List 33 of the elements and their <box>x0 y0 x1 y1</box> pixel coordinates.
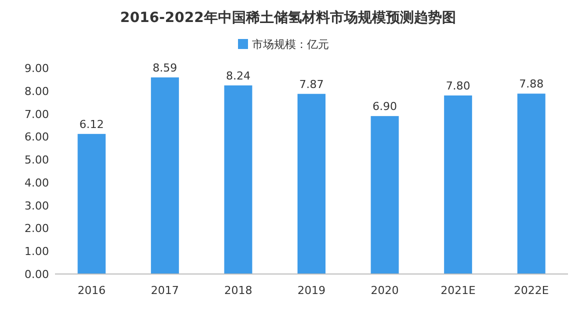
data-label: 7.80 <box>446 79 470 92</box>
y-tick-label: 1.00 <box>24 245 49 258</box>
y-tick-label: 6.00 <box>24 130 49 144</box>
x-tick-label: 2020 <box>370 284 399 297</box>
chart-title: 2016-2022年中国稀土储氢材料市场规模预测趋势图 <box>120 9 456 26</box>
y-tick-label: 5.00 <box>24 154 49 167</box>
data-label: 7.87 <box>299 78 324 91</box>
bar <box>78 134 106 274</box>
x-tick-label: 2022E <box>514 284 549 297</box>
bar <box>517 94 546 274</box>
x-tick-label: 2016 <box>78 284 106 297</box>
y-tick-label: 8.00 <box>24 84 49 98</box>
y-tick-label: 3.00 <box>24 199 49 212</box>
x-tick-label: 2021E <box>440 284 476 297</box>
bar <box>444 95 472 274</box>
data-label: 6.12 <box>79 118 104 131</box>
y-tick-label: 7.00 <box>24 108 49 121</box>
bar <box>298 94 326 274</box>
legend-label: 市场规模：亿元 <box>252 38 329 51</box>
x-tick-label: 2018 <box>224 284 252 297</box>
data-label: 8.59 <box>152 61 178 74</box>
bar <box>150 77 179 274</box>
bar <box>370 116 399 274</box>
y-tick-label: 9.00 <box>24 62 49 75</box>
data-label: 8.24 <box>226 69 250 82</box>
bar <box>224 85 252 274</box>
y-tick-label: 4.00 <box>24 176 49 190</box>
y-tick-label: 2.00 <box>24 222 49 236</box>
data-label: 7.88 <box>519 78 544 91</box>
x-tick-label: 2019 <box>298 284 326 297</box>
x-tick-label: 2017 <box>150 284 179 297</box>
y-tick-label: 0.00 <box>24 268 49 281</box>
data-label: 6.90 <box>372 100 398 114</box>
